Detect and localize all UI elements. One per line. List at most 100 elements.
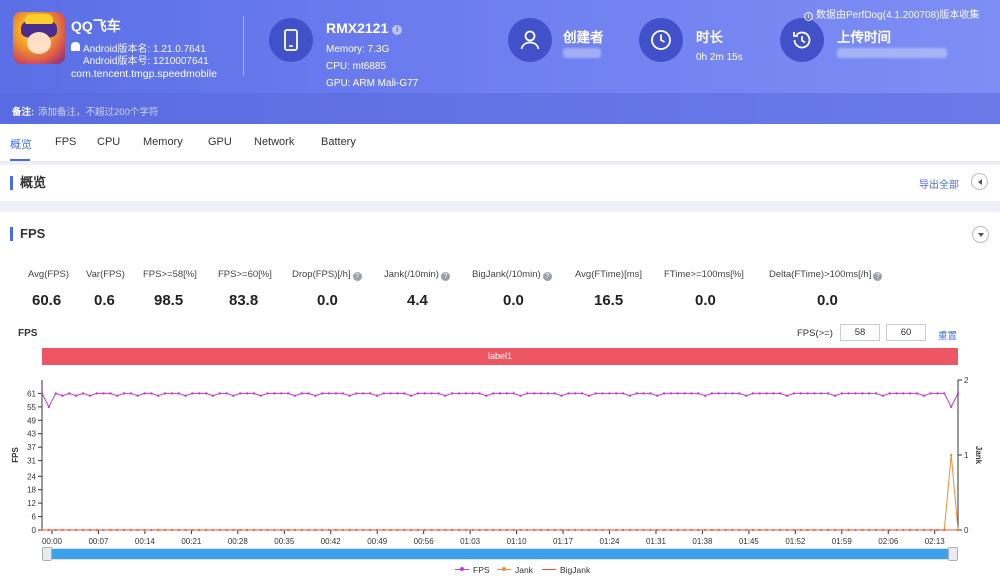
y2-tick-label: 0 xyxy=(964,526,969,535)
data-point-fps xyxy=(239,392,242,395)
data-point-fps xyxy=(533,392,536,395)
y-tick-label: 18 xyxy=(27,486,36,495)
data-point-fps xyxy=(929,392,932,395)
tab-memory[interactable]: Memory xyxy=(143,136,183,148)
legend-item-bigjank[interactable]: BigJank xyxy=(542,565,590,575)
phone-icon xyxy=(269,18,313,62)
source-note: i 数据由PerfDog(4.1.200708)版本收集 xyxy=(804,6,979,21)
y-tick-label: 37 xyxy=(27,443,36,452)
x-tick-label: 00:35 xyxy=(274,537,295,546)
duration-value: 0h 2m 15s xyxy=(696,52,743,63)
tab-fps[interactable]: FPS xyxy=(55,136,77,148)
data-point-fps xyxy=(47,405,50,409)
data-point-fps xyxy=(847,392,850,395)
help-icon[interactable]: ? xyxy=(352,272,362,281)
tab-battery[interactable]: Battery xyxy=(321,136,356,148)
collapse-left-button[interactable] xyxy=(971,173,988,190)
reset-link[interactable]: 重置 xyxy=(938,331,958,342)
data-point-fps xyxy=(854,392,857,395)
tab-overview[interactable]: 概览 xyxy=(10,139,32,151)
device-model: RMX2121 i xyxy=(326,20,403,36)
data-point-fps xyxy=(450,392,454,395)
data-point-fps xyxy=(902,392,905,395)
data-point-fps xyxy=(225,392,228,395)
creator-value-redacted xyxy=(563,48,601,58)
metric-value: 4.4 xyxy=(407,292,428,309)
data-point-fps xyxy=(621,392,625,395)
data-point-fps xyxy=(539,392,543,395)
data-point-fps xyxy=(280,392,283,395)
help-icon[interactable]: ? xyxy=(440,272,450,281)
app-version-name: Android版本名: 1.21.0.7641 xyxy=(83,44,206,55)
series-line-fps xyxy=(41,392,959,409)
legend-line xyxy=(455,567,469,571)
upload-time-redacted xyxy=(837,48,947,58)
x-tick-label: 00:42 xyxy=(321,537,342,546)
info-circle-icon: i xyxy=(804,12,813,21)
data-point-fps xyxy=(218,392,221,395)
zoom-handle-left[interactable] xyxy=(42,547,52,561)
tab-network[interactable]: Network xyxy=(254,136,295,148)
remark-bar xyxy=(0,93,1000,124)
tab-cpu[interactable]: CPU xyxy=(97,136,121,148)
metric-value: 83.8 xyxy=(229,292,259,309)
y-tick-label: 24 xyxy=(27,472,36,481)
data-point-fps xyxy=(157,394,160,397)
metric-label: FTime>=100ms[%] xyxy=(664,269,744,280)
data-point-fps xyxy=(273,392,276,395)
remark-input[interactable]: 添加备注，不超过200个字符 xyxy=(38,107,159,118)
x-tick-label: 01:24 xyxy=(599,537,620,546)
data-point-fps xyxy=(109,392,112,395)
data-point-fps xyxy=(888,392,891,395)
data-point-fps xyxy=(129,392,133,395)
creator-label: 创建者 xyxy=(563,30,604,45)
fps-section-title: FPS xyxy=(10,227,45,241)
x-tick-label: 00:28 xyxy=(228,537,249,546)
legend-line xyxy=(542,569,556,570)
label-band[interactable]: label1 xyxy=(42,348,958,365)
data-point-fps xyxy=(334,392,338,395)
data-point-fps xyxy=(245,392,249,395)
metric-label-text: BigJank(/10min) xyxy=(472,269,541,280)
x-tick-label: 00:56 xyxy=(414,537,435,546)
zoom-handle-right[interactable] xyxy=(948,547,958,561)
fps-threshold-input-2[interactable] xyxy=(886,324,926,341)
header-divider xyxy=(243,16,244,76)
zoom-range[interactable] xyxy=(52,549,948,559)
export-all-link[interactable]: 导出全部 xyxy=(919,180,959,191)
data-point-fps xyxy=(956,392,960,395)
y-tick-label: 0 xyxy=(32,526,37,535)
data-point-fps xyxy=(396,392,399,395)
y-tick-label: 12 xyxy=(27,499,36,508)
data-point-fps xyxy=(348,394,351,397)
fps-threshold-input-1[interactable] xyxy=(840,324,880,341)
x-tick-label: 00:00 xyxy=(42,537,63,546)
series-line-jank xyxy=(42,454,959,531)
help-icon[interactable]: ? xyxy=(873,272,883,281)
data-point-fps xyxy=(697,392,700,395)
overview-card xyxy=(0,165,1000,201)
data-point-fps xyxy=(389,392,392,395)
data-point-fps xyxy=(355,392,358,395)
data-point-fps xyxy=(635,392,638,395)
data-point-fps xyxy=(601,392,604,395)
info-icon[interactable]: i xyxy=(392,25,403,35)
triangle-left-icon xyxy=(978,179,982,185)
triangle-down-icon xyxy=(978,233,984,237)
x-tick-label: 02:13 xyxy=(925,537,946,546)
data-point-fps xyxy=(628,394,632,397)
data-point-fps xyxy=(881,394,884,397)
remark-label: 备注: xyxy=(12,107,35,118)
data-point-fps xyxy=(259,394,262,397)
tab-gpu[interactable]: GPU xyxy=(208,136,232,148)
data-point-fps xyxy=(95,392,98,395)
device-memory: Memory: 7.3G xyxy=(326,44,390,55)
collapse-down-button[interactable] xyxy=(972,226,989,243)
data-point-fps xyxy=(765,392,768,395)
data-point-fps xyxy=(587,394,591,397)
help-icon[interactable]: ? xyxy=(542,272,552,281)
legend-item-jank[interactable]: Jank xyxy=(497,565,533,575)
data-point-fps xyxy=(403,392,406,395)
legend-item-fps[interactable]: FPS xyxy=(455,565,490,575)
